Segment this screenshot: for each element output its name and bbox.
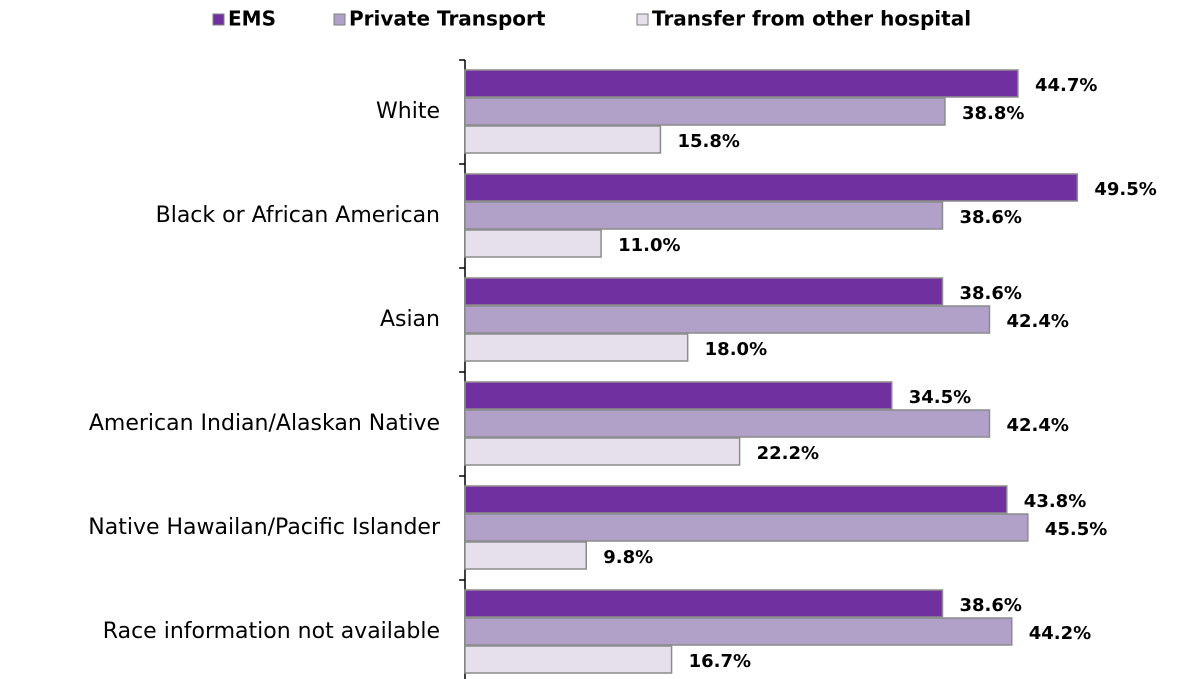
- value-label: 44.2%: [1029, 623, 1091, 644]
- category-label: American Indian/Alaskan Native: [89, 411, 440, 436]
- value-label: 38.6%: [959, 207, 1021, 228]
- value-label: 42.4%: [1006, 415, 1068, 436]
- bar: [464, 305, 991, 334]
- legend-label: Transfer from other hospital: [652, 7, 971, 31]
- value-label: 38.6%: [959, 595, 1021, 616]
- category-label: Race information not available: [103, 619, 440, 644]
- bar: [464, 277, 944, 306]
- value-label: 42.4%: [1006, 311, 1068, 332]
- value-label: 34.5%: [909, 387, 971, 408]
- bar: [464, 617, 1013, 646]
- bar: [464, 173, 1079, 202]
- value-label: 18.0%: [705, 339, 767, 360]
- bar: [464, 201, 944, 230]
- value-label: 22.2%: [757, 443, 819, 464]
- bar: [464, 589, 944, 618]
- value-label: 38.8%: [962, 103, 1024, 124]
- bar: [464, 409, 991, 438]
- legend-label: Private Transport: [349, 7, 546, 31]
- category-label: Asian: [380, 307, 440, 332]
- bar: [464, 541, 587, 570]
- value-label: 15.8%: [677, 131, 739, 152]
- bar: [464, 485, 1008, 514]
- value-label: 44.7%: [1035, 75, 1097, 96]
- bar: [464, 437, 741, 466]
- bar: [464, 645, 673, 674]
- value-label: 16.7%: [689, 651, 751, 672]
- bar: [464, 333, 689, 362]
- category-label: Black or African American: [156, 203, 440, 228]
- value-label: 45.5%: [1045, 519, 1107, 540]
- bar: [464, 69, 1019, 98]
- bar: [464, 229, 602, 258]
- bar: [464, 97, 946, 126]
- value-label: 49.5%: [1094, 179, 1156, 200]
- legend-swatch: [636, 13, 649, 26]
- legend-label: EMS: [228, 7, 276, 31]
- bar: [464, 125, 662, 154]
- bar: [464, 381, 893, 410]
- legend-swatch: [212, 13, 225, 26]
- value-label: 11.0%: [618, 235, 680, 256]
- category-label: White: [376, 99, 440, 124]
- legend-swatch: [333, 13, 346, 26]
- value-label: 38.6%: [959, 283, 1021, 304]
- category-label: Native Hawailan/Pacific Islander: [88, 515, 441, 540]
- value-label: 43.8%: [1024, 491, 1086, 512]
- bar: [464, 513, 1029, 542]
- value-label: 9.8%: [603, 547, 653, 568]
